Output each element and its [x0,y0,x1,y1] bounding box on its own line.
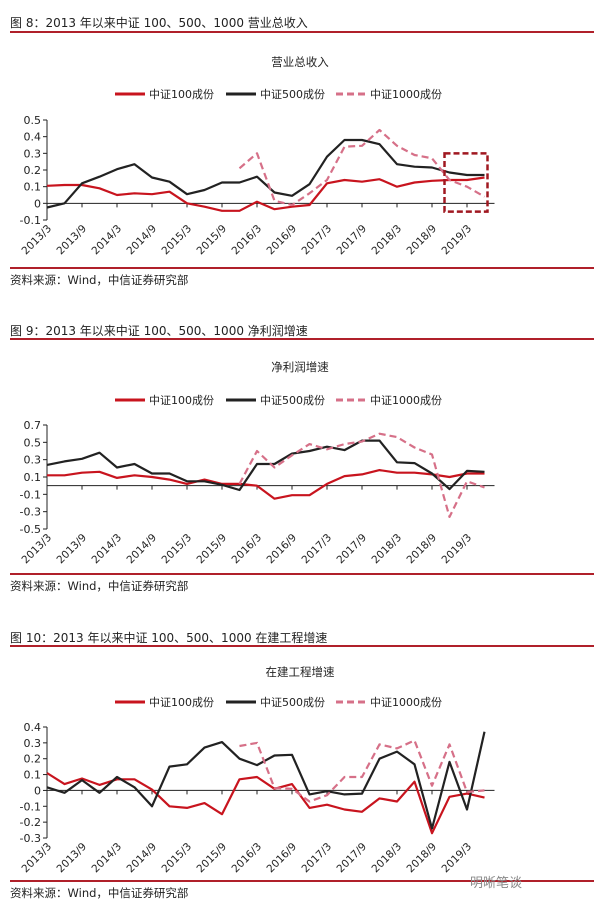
watermark: 明晰笔谈 [470,876,523,891]
header-rule [10,338,594,340]
y-tick-label: 0.4 [24,131,42,144]
highlight-box [443,152,489,213]
chart-title: 在建工程增速 [266,665,335,679]
figure-10-header: 图 10：2013 年以来中证 100、500、1000 在建工程增速 [10,631,328,645]
source-rule [10,573,594,575]
x-tick-label: 2013/9 [55,223,90,258]
y-tick-label: -0.1 [20,800,41,813]
y-tick-label: -0.5 [20,523,41,536]
y-tick-label: 0.4 [24,721,42,734]
legend-label: 中证100成份 [149,696,214,709]
y-tick-label: 0.5 [24,436,42,449]
x-tick-label: 2014/9 [125,841,160,876]
x-tick-label: 2018/3 [370,841,405,876]
x-tick-label: 2018/9 [405,532,440,567]
series-line-csi500 [46,138,485,209]
y-tick-label: 0.2 [24,753,42,766]
y-tick-label: 0 [34,197,41,210]
x-tick-label: 2014/9 [125,532,160,567]
series-line-csi500 [46,439,485,492]
y-tick-label: 0.7 [24,419,42,432]
x-tick-label: 2015/9 [195,532,230,567]
y-tick-label: 0.1 [24,181,42,194]
x-tick-label: 2018/9 [405,223,440,258]
x-tick-label: 2015/3 [160,841,195,876]
source-rule [10,267,594,269]
legend-label: 中证500成份 [260,394,325,407]
x-tick-label: 2015/9 [195,841,230,876]
legend-label: 中证500成份 [260,696,325,709]
x-tick-label: 2018/9 [405,841,440,876]
y-tick-label: 0.3 [24,454,42,467]
x-tick-label: 2013/9 [55,532,90,567]
x-tick-label: 2015/3 [160,532,195,567]
y-tick-label: 0 [34,784,41,797]
x-tick-label: 2013/3 [20,532,55,567]
x-tick-label: 2019/3 [440,841,475,876]
x-tick-label: 2017/9 [335,841,370,876]
y-tick-label: -0.1 [20,488,41,501]
legend-label: 中证100成份 [149,394,214,407]
chart-title: 净利润增速 [271,360,329,374]
header-rule [10,31,594,33]
figure-8-header: 图 8：2013 年以来中证 100、500、1000 营业总收入 [10,16,308,30]
x-tick-label: 2016/9 [265,532,300,567]
y-tick-label: 0.3 [24,737,42,750]
x-tick-label: 2017/3 [300,532,335,567]
source-note: 资料来源：Wind，中信证券研究部 [10,886,189,900]
x-tick-label: 2018/3 [370,532,405,567]
x-tick-label: 2014/3 [90,223,125,258]
series-line-csi100 [46,176,485,212]
x-tick-label: 2016/3 [230,223,265,258]
x-tick-label: 2014/3 [90,532,125,567]
x-tick-label: 2015/9 [195,223,230,258]
x-tick-label: 2016/9 [265,223,300,258]
y-tick-label: -0.2 [20,816,41,829]
x-tick-label: 2017/9 [335,223,370,258]
x-tick-label: 2016/3 [230,841,265,876]
x-tick-label: 2017/3 [300,841,335,876]
chart-title: 营业总收入 [271,55,329,69]
y-tick-label: 0.1 [24,769,42,782]
x-tick-label: 2018/3 [370,223,405,258]
y-tick-label: 0.2 [24,164,42,177]
y-tick-label: -0.3 [20,506,41,519]
header-rule [10,645,594,647]
legend-label: 中证500成份 [260,88,325,101]
x-tick-label: 2019/3 [440,223,475,258]
y-tick-label: -0.1 [20,214,41,227]
y-tick-label: -0.3 [20,832,41,845]
source-note: 资料来源：Wind，中信证券研究部 [10,273,189,287]
x-tick-label: 2013/9 [55,841,90,876]
x-tick-label: 2019/3 [440,532,475,567]
source-rule [10,880,594,882]
x-tick-label: 2013/3 [20,223,55,258]
legend-label: 中证1000成份 [370,88,442,101]
x-tick-label: 2014/9 [125,223,160,258]
legend-label: 中证100成份 [149,88,214,101]
x-tick-label: 2016/3 [230,532,265,567]
series-line-csi500 [46,731,486,830]
x-tick-label: 2016/9 [265,841,300,876]
source-note: 资料来源：Wind，中信证券研究部 [10,579,189,593]
y-tick-label: 0.3 [24,147,42,160]
legend-label: 中证1000成份 [370,696,442,709]
series-line-csi100 [47,469,485,500]
x-tick-label: 2015/3 [160,223,195,258]
y-tick-label: 0.1 [24,471,42,484]
x-tick-label: 2017/9 [335,532,370,567]
figure-9-header: 图 9：2013 年以来中证 100、500、1000 净利润增速 [10,324,308,338]
x-tick-label: 2014/3 [90,841,125,876]
x-tick-label: 2017/3 [300,223,335,258]
y-tick-label: 0.5 [24,114,42,127]
x-tick-label: 2013/3 [20,841,55,876]
legend-label: 中证1000成份 [370,394,442,407]
